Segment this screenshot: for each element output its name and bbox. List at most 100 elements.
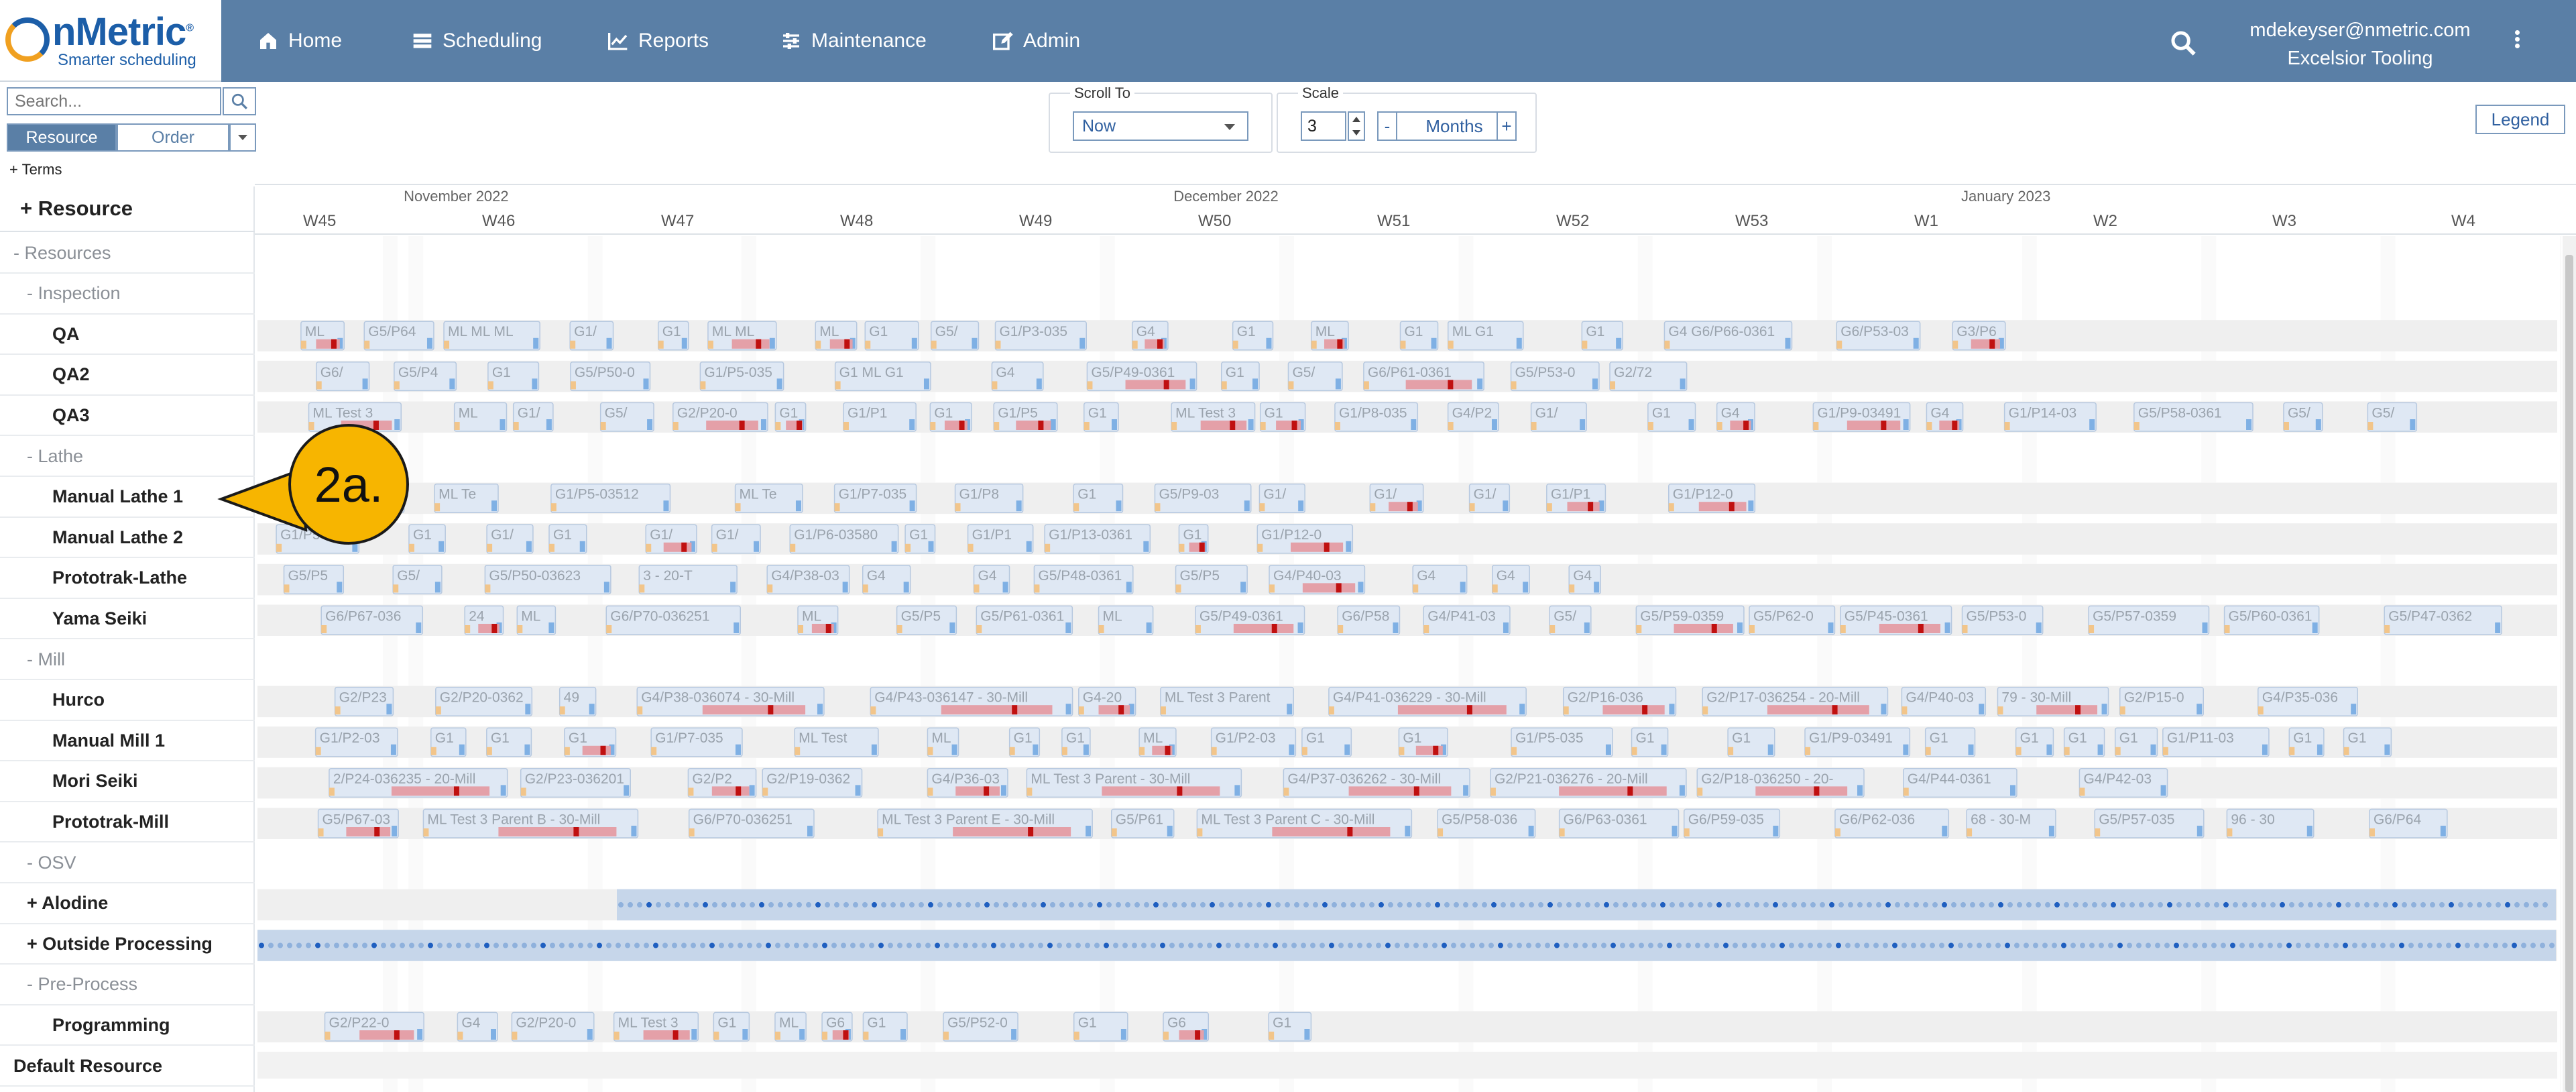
- job-bar-body[interactable]: [520, 768, 631, 798]
- job-bar-end[interactable]: [525, 704, 531, 715]
- job-bar-label[interactable]: G5/P4: [398, 365, 438, 380]
- job-bar-body[interactable]: [1447, 321, 1524, 351]
- job-bar-end[interactable]: [1680, 378, 1686, 390]
- job-bar-label[interactable]: G1: [491, 730, 510, 746]
- job-bar-body[interactable]: [2162, 727, 2270, 757]
- gantt-chart[interactable]: ML G5/P64 ML ML ML G1/G1 ML ML ML G1 G5/G1/P3-0…: [255, 236, 2561, 1092]
- job-bar-status[interactable]: [564, 747, 570, 755]
- job-bar-end[interactable]: [1979, 704, 1985, 715]
- job-bar-label[interactable]: G1/P5: [998, 405, 1038, 421]
- job-bar[interactable]: G4/P43-036147 - 30-Mill: [870, 686, 1073, 716]
- job-bar-late-marker[interactable]: [672, 1030, 679, 1040]
- job-bar-status[interactable]: [1448, 340, 1454, 349]
- job-bar-label[interactable]: ML: [305, 324, 325, 339]
- job-bar-end[interactable]: [362, 378, 368, 390]
- job-bar[interactable]: G4/P40-03: [1269, 565, 1366, 595]
- job-bar-status[interactable]: [797, 625, 803, 633]
- job-bar-label[interactable]: G2/P23: [339, 690, 387, 706]
- job-bar-label[interactable]: G2/P2: [692, 771, 732, 787]
- job-bar-late[interactable]: [1755, 786, 1848, 796]
- job-bar-label[interactable]: ML Te: [740, 487, 777, 502]
- job-bar-end[interactable]: [548, 622, 554, 633]
- job-bar-label[interactable]: G1: [553, 527, 572, 543]
- job-bar-label[interactable]: G1: [1404, 324, 1423, 339]
- job-bar-late[interactable]: [1098, 705, 1130, 715]
- job-bar[interactable]: G5/P52-0: [943, 1012, 1018, 1042]
- job-bar-label[interactable]: G5/: [2288, 405, 2310, 421]
- job-bar[interactable]: G5/P61-0361: [976, 605, 1073, 635]
- job-bar[interactable]: G4: [1491, 565, 1530, 595]
- job-bar-end[interactable]: [606, 337, 612, 349]
- job-bar-end[interactable]: [1463, 785, 1469, 796]
- job-bar-late-marker[interactable]: [1407, 502, 1413, 512]
- job-bar-label[interactable]: G1: [934, 405, 953, 421]
- job-bar-late-marker[interactable]: [797, 421, 803, 430]
- scale-unit[interactable]: Months: [1397, 111, 1511, 141]
- job-bar-body[interactable]: [930, 321, 980, 351]
- job-bar-label[interactable]: ML Test 3 Parent B - 30-Mill: [427, 812, 600, 827]
- job-bar-body[interactable]: [904, 524, 936, 554]
- job-bar-label[interactable]: G4: [1136, 324, 1155, 339]
- job-bar-body[interactable]: [2079, 768, 2168, 798]
- job-bar[interactable]: G1: [1268, 1012, 1312, 1042]
- job-bar-end[interactable]: [1086, 826, 1092, 836]
- job-bar-label[interactable]: G5/P50-03623: [489, 568, 581, 584]
- job-bar-body[interactable]: [1749, 605, 1836, 635]
- job-bar[interactable]: G6: [1163, 1012, 1210, 1042]
- job-bar[interactable]: 79 - 30-Mill: [1997, 686, 2109, 716]
- job-bar[interactable]: ML Test 3 Parent E - 30-Mill: [877, 808, 1093, 838]
- job-bar-status[interactable]: [878, 828, 884, 836]
- job-bar-status[interactable]: [487, 381, 493, 390]
- job-bar-status[interactable]: [672, 422, 679, 430]
- job-bar-status[interactable]: [1259, 503, 1265, 512]
- job-bar[interactable]: G5/: [2367, 402, 2418, 432]
- job-bar-status[interactable]: [1469, 503, 1475, 512]
- job-bar-body[interactable]: [1558, 808, 1680, 838]
- job-bar-end[interactable]: [1298, 500, 1304, 512]
- job-bar-status[interactable]: [1636, 625, 1642, 633]
- job-bar-end[interactable]: [1669, 704, 1675, 715]
- job-bar-end[interactable]: [928, 541, 934, 552]
- job-bar-end[interactable]: [631, 826, 637, 836]
- job-bar-label[interactable]: G1/P3-035: [999, 324, 1067, 339]
- job-bar-label[interactable]: G4: [1497, 568, 1515, 584]
- job-bar-status[interactable]: [2115, 747, 2121, 755]
- job-bar-status[interactable]: [444, 340, 450, 349]
- job-bar-end[interactable]: [1202, 1029, 1208, 1040]
- job-bar-late-marker[interactable]: [600, 745, 606, 755]
- job-bar-end[interactable]: [491, 1029, 497, 1040]
- job-bar[interactable]: ML Test 3: [308, 402, 402, 432]
- job-bar-status[interactable]: [775, 422, 781, 430]
- job-bar[interactable]: G6/P58: [1337, 605, 1401, 635]
- job-bar-late-marker[interactable]: [1627, 786, 1633, 796]
- job-bar-late[interactable]: [1567, 502, 1600, 512]
- job-bar-status[interactable]: [2089, 625, 2095, 633]
- job-bar-label[interactable]: G1: [2020, 730, 2039, 746]
- job-bar[interactable]: G1/P5: [993, 402, 1058, 432]
- job-bar-late-marker[interactable]: [736, 786, 742, 796]
- job-bar-body[interactable]: [1966, 808, 2056, 838]
- job-bar-end[interactable]: [2262, 744, 2268, 755]
- job-bar-status[interactable]: [1370, 503, 1376, 512]
- job-bar[interactable]: G5/: [392, 565, 443, 595]
- job-bar-label[interactable]: G1/P6-03580: [794, 527, 878, 543]
- job-bar-status[interactable]: [1179, 543, 1185, 552]
- job-bar-body[interactable]: [1412, 565, 1468, 595]
- job-bar-status[interactable]: [1664, 340, 1670, 349]
- job-bar-status[interactable]: [1211, 747, 1217, 755]
- job-bar-label[interactable]: G5/P53-0: [1515, 365, 1576, 380]
- job-bar-label[interactable]: G5/P62-0: [1753, 608, 1814, 624]
- job-bar-end[interactable]: [609, 744, 615, 755]
- job-bar-body[interactable]: [1399, 321, 1439, 351]
- job-bar[interactable]: G5/: [599, 402, 654, 432]
- job-bar-status[interactable]: [2283, 422, 2289, 430]
- job-bar-label[interactable]: ML G1: [1452, 324, 1494, 339]
- job-bar-status[interactable]: [905, 543, 911, 552]
- job-bar-late-marker[interactable]: [1448, 380, 1454, 390]
- job-bar-status[interactable]: [762, 787, 768, 796]
- job-bar-end[interactable]: [2351, 704, 2357, 715]
- job-bar[interactable]: G6/P64: [2369, 808, 2448, 838]
- job-bar-end[interactable]: [1033, 744, 1039, 755]
- job-bar-label[interactable]: G6/P63-0361: [1564, 812, 1647, 827]
- job-bar-body[interactable]: [864, 321, 919, 351]
